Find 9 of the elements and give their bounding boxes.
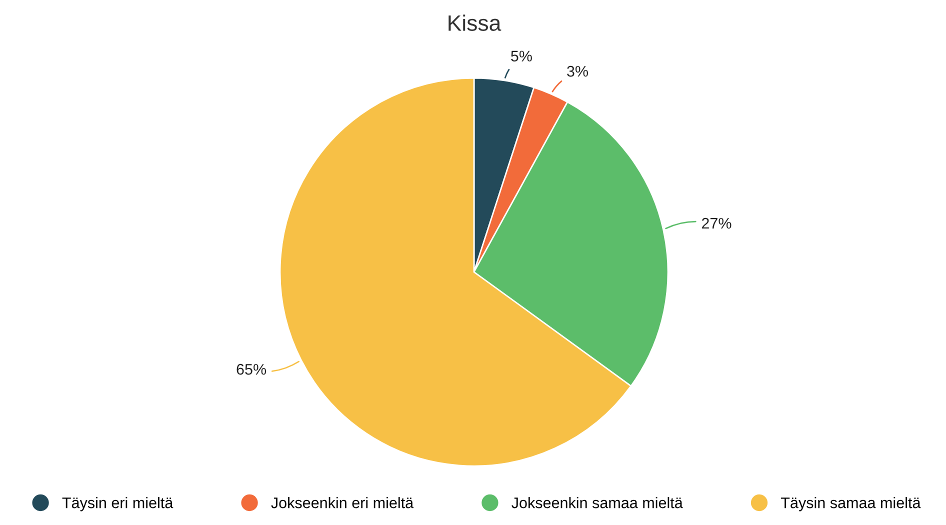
- legend-label: Täysin eri mieltä: [62, 497, 174, 512]
- data-label: 5%: [511, 50, 532, 62]
- data-label: 3%: [567, 66, 588, 77]
- legend-label: Jokseenkin samaa mieltä: [512, 497, 683, 508]
- legend-label: Jokseenkin eri mieltä: [271, 497, 414, 508]
- data-label: 65%: [236, 364, 266, 375]
- data-label: 27%: [702, 218, 732, 229]
- chart-title: Kissa: [448, 14, 502, 31]
- legend-label: Täysin samaa mieltä: [780, 497, 921, 512]
